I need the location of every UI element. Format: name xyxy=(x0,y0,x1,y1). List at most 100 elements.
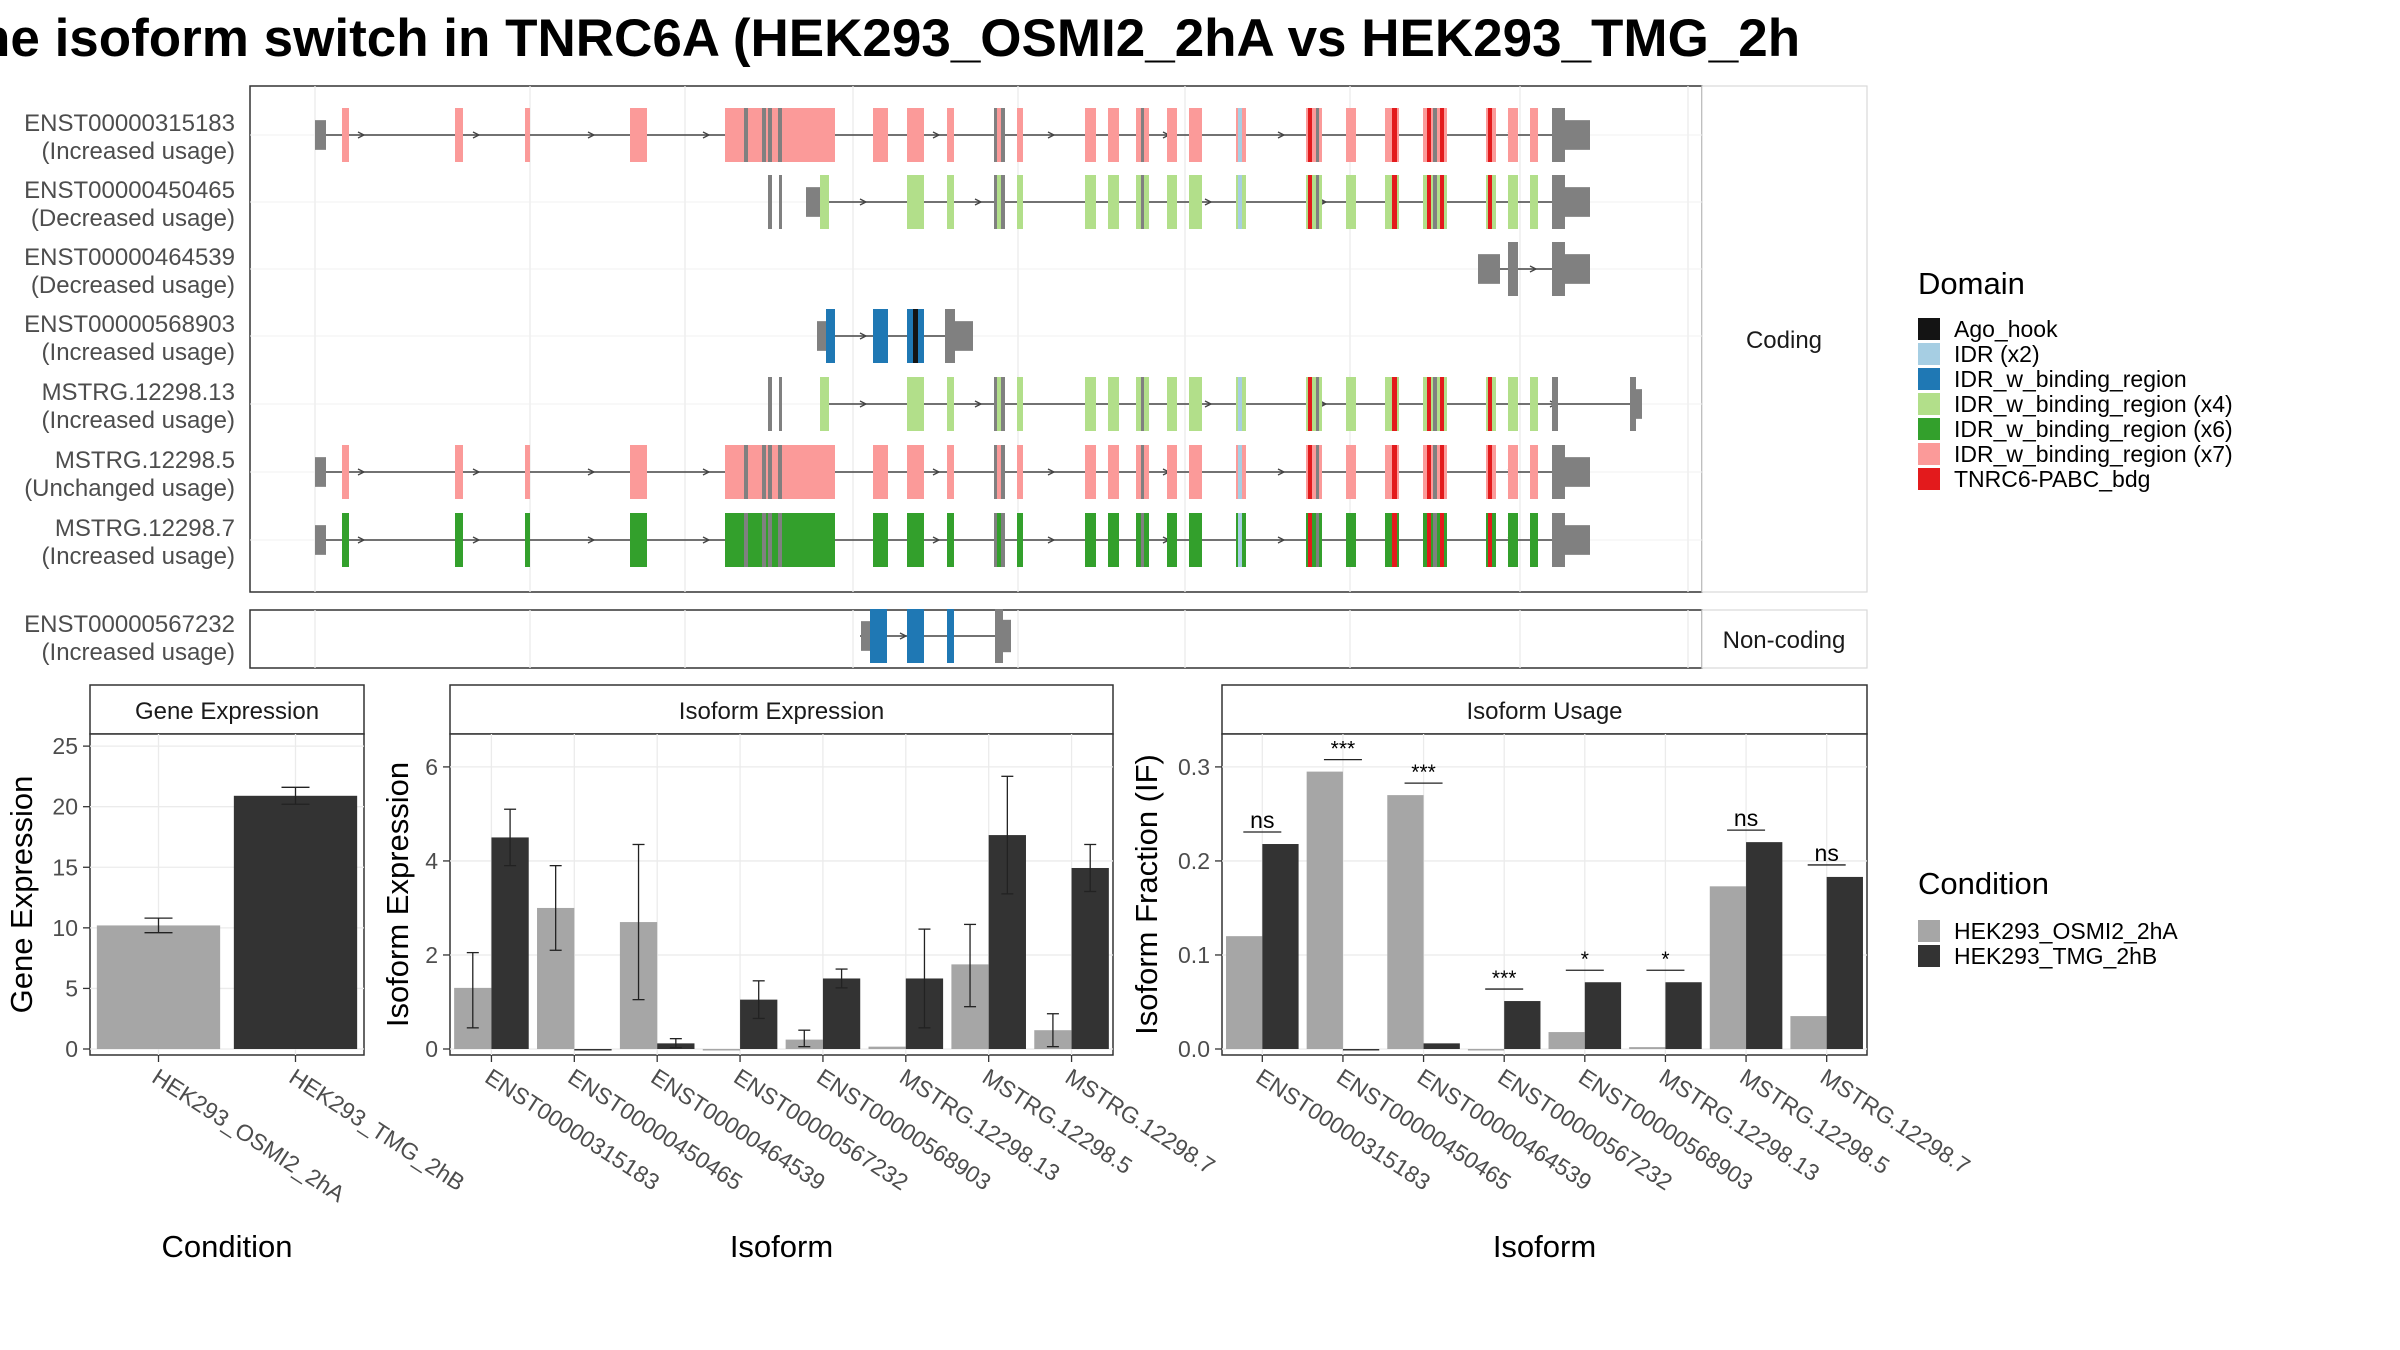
y-tick-label: 0.0 xyxy=(1178,1036,1210,1062)
bar xyxy=(1306,771,1343,1049)
y-tick-label: 4 xyxy=(425,848,438,874)
cds-exon xyxy=(1108,108,1119,162)
strand-arrow xyxy=(357,131,366,139)
domain-legend-label: IDR_w_binding_region (x4) xyxy=(1954,391,2233,417)
domain-legend-key xyxy=(1918,393,1940,415)
domain-legend-label: IDR_w_binding_region (x6) xyxy=(1954,416,2233,442)
strand-arrow xyxy=(1277,131,1286,139)
cds-exon xyxy=(826,309,835,363)
utr-exon xyxy=(1552,242,1565,296)
domain-overlay xyxy=(1141,175,1144,229)
domain-overlay xyxy=(1427,513,1431,567)
bar xyxy=(1342,1049,1380,1051)
utr-3prime xyxy=(1636,389,1642,419)
utr-exon xyxy=(1630,377,1636,431)
significance-label: ns xyxy=(1734,805,1758,831)
condition-legend-title: Condition xyxy=(1918,866,2049,901)
domain-overlay xyxy=(994,513,997,567)
cds-exon xyxy=(1189,445,1202,499)
cds-exon xyxy=(947,377,954,431)
utr-3prime xyxy=(1565,120,1590,150)
bar xyxy=(822,978,861,1049)
cds-exon xyxy=(1085,445,1096,499)
strand-arrow xyxy=(932,131,941,139)
transcript-ENST00000450465 xyxy=(768,175,1590,229)
domain-overlay xyxy=(1488,513,1492,567)
noncoding-strip-label: Non-coding xyxy=(1723,627,1846,654)
utr-5prime xyxy=(315,120,326,150)
bar xyxy=(1504,1001,1541,1049)
cds-exon xyxy=(1530,445,1538,499)
domain-overlay xyxy=(1433,513,1437,567)
utr-mark xyxy=(762,445,766,499)
bar xyxy=(1746,842,1783,1049)
domain-overlay xyxy=(1001,513,1005,567)
strand-arrow xyxy=(702,131,711,139)
domain-legend-label: TNRC6-PABC_bdg xyxy=(1954,466,2150,492)
cds-exon xyxy=(907,377,924,431)
transcript-usage-label: (Decreased usage) xyxy=(31,272,235,299)
strand-arrow xyxy=(1204,198,1213,206)
cds-exon xyxy=(1346,175,1356,229)
bar xyxy=(491,837,529,1049)
cds-exon xyxy=(1017,445,1023,499)
cds-exon xyxy=(907,445,924,499)
cds-exon xyxy=(873,108,888,162)
cds-exon xyxy=(907,513,924,567)
transcript-usage-label: (Increased usage) xyxy=(42,543,235,570)
domain-overlay xyxy=(913,309,918,363)
utr-exon xyxy=(1552,513,1565,567)
bar xyxy=(1226,936,1263,1049)
significance-label: *** xyxy=(1331,738,1356,761)
bar xyxy=(1629,1047,1666,1049)
utr-5prime xyxy=(1478,254,1500,284)
bar xyxy=(1262,844,1299,1049)
cds-exon xyxy=(1508,175,1518,229)
transcript-id-label: MSTRG.12298.13 xyxy=(42,379,235,406)
cds-exon xyxy=(630,513,647,567)
domain-overlay xyxy=(1308,513,1312,567)
domain-overlay xyxy=(1316,377,1319,431)
cds-exon xyxy=(873,513,888,567)
bar xyxy=(868,1046,906,1049)
bar xyxy=(574,1049,612,1051)
utr-mark xyxy=(762,108,766,162)
utr-mark xyxy=(744,513,748,567)
panel-title: Isoform Usage xyxy=(1466,698,1622,725)
cds-exon xyxy=(1017,513,1023,567)
exon xyxy=(907,609,924,663)
cds-exon xyxy=(1167,513,1177,567)
domain-overlay xyxy=(994,175,997,229)
transcript-id-label: MSTRG.12298.5 xyxy=(55,447,235,474)
cds-exon xyxy=(1508,377,1518,431)
bar xyxy=(1467,1049,1505,1051)
domain-overlay xyxy=(1141,513,1144,567)
transcript-id-label: MSTRG.12298.7 xyxy=(55,515,235,542)
utr-mark xyxy=(778,445,782,499)
cds-exon xyxy=(947,513,954,567)
strand-arrow xyxy=(702,536,711,544)
y-tick-label: 2 xyxy=(425,942,438,968)
transcript-ENST00000464539 xyxy=(1478,242,1590,296)
utr-exon xyxy=(1552,108,1565,162)
strand-arrow xyxy=(587,468,596,476)
cds-exon xyxy=(1108,445,1119,499)
significance-label: * xyxy=(1581,948,1589,971)
domain-overlay xyxy=(768,513,772,567)
domain-overlay xyxy=(768,445,772,499)
noncoding-panel-frame xyxy=(249,609,1703,669)
strand-arrow xyxy=(932,468,941,476)
condition-legend-label: HEK293_OSMI2_2hA xyxy=(1954,918,2178,944)
strand-arrow xyxy=(472,536,481,544)
domain-overlay xyxy=(1316,108,1319,162)
cds-exon xyxy=(455,108,463,162)
domain-overlay xyxy=(1433,175,1437,229)
domain-legend-key xyxy=(1918,443,1940,465)
domain-overlay xyxy=(1488,445,1492,499)
utr-5prime xyxy=(315,457,326,487)
bar xyxy=(233,795,358,1049)
domain-overlay xyxy=(1238,175,1242,229)
domain-legend-key xyxy=(1918,418,1940,440)
cds-exon xyxy=(1167,175,1177,229)
